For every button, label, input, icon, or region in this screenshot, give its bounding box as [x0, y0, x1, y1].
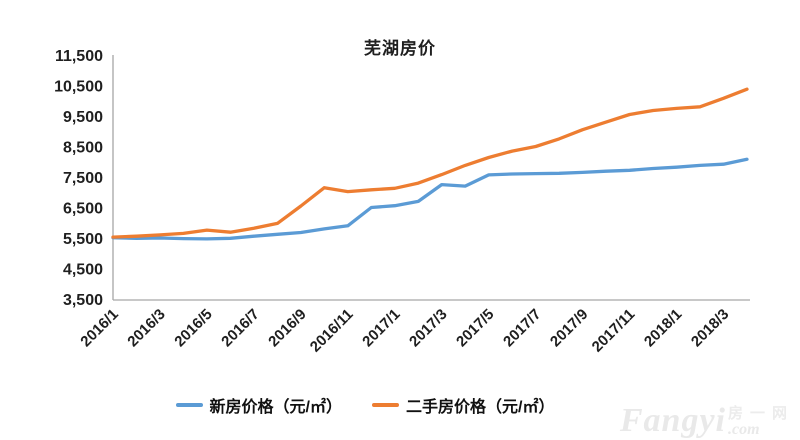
y-tick-label: 8,500	[63, 140, 103, 157]
x-tick-label: 2018/1	[641, 306, 685, 350]
watermark-suffix: .com	[727, 421, 760, 438]
x-tick-label: 2017/5	[453, 306, 497, 350]
x-tick-label: 2017/3	[406, 306, 450, 350]
x-tick-label: 2018/3	[688, 306, 732, 350]
x-tick-label: 2017/11	[589, 306, 639, 356]
series-line-0	[111, 157, 749, 241]
y-tick-label: 5,500	[63, 231, 103, 248]
legend: 新房价格（元/㎡） 二手房价格（元/㎡）	[0, 390, 730, 420]
y-tick-label: 10,500	[54, 79, 103, 96]
x-tick-label: 2016/11	[307, 306, 357, 356]
y-tick-label: 4,500	[63, 262, 103, 279]
x-tick-label: 2016/1	[77, 306, 121, 350]
x-tick-label: 2016/9	[265, 306, 309, 350]
x-tick-label: 2016/5	[171, 306, 215, 350]
x-tick-label: 2016/7	[218, 306, 262, 350]
series-line-1	[111, 87, 749, 239]
x-tick-label: 2016/3	[124, 306, 168, 350]
chart-title: 芜湖房价	[364, 39, 436, 58]
legend-label-new-house: 新房价格（元/㎡）	[209, 399, 342, 416]
legend-item-new-house: 新房价格（元/㎡）	[175, 393, 342, 417]
y-tick-label: 6,500	[63, 201, 103, 218]
plot-area: 11,500 10,500 9,500 8,500 7,500 6,500 5,500 4,5…	[54, 48, 750, 356]
y-tick-label: 3,500	[63, 292, 103, 309]
legend-swatch-0	[175, 403, 203, 407]
legend-swatch-1	[372, 403, 399, 407]
x-tick-label: 2017/1	[359, 306, 403, 350]
legend-label-secondhand-house: 二手房价格（元/㎡）	[406, 399, 555, 416]
watermark-brand: Fangyi	[619, 402, 726, 439]
y-tick-label: 11,500	[55, 48, 103, 65]
x-tick-label: 2017/7	[500, 306, 544, 350]
legend-item-secondhand-house: 二手房价格（元/㎡）	[372, 393, 554, 417]
watermark-cjk: 房一网	[727, 405, 794, 422]
y-tick-label: 9,500	[63, 109, 103, 126]
watermark: Fangyi 房一网 .com	[620, 404, 794, 438]
x-tick-label: 2017/9	[547, 306, 591, 350]
y-tick-label: 7,500	[63, 170, 103, 187]
